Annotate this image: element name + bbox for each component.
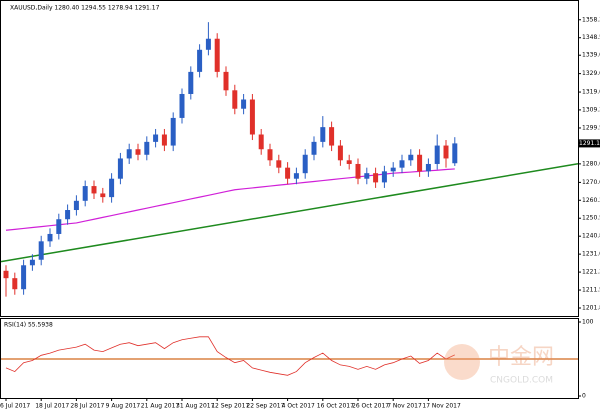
y-tick-label: 1309.35	[582, 106, 600, 113]
candle-body	[452, 143, 458, 164]
candle-body	[82, 186, 88, 201]
y-tick-label: 1348.55	[582, 34, 600, 41]
candle-body	[355, 163, 361, 179]
candle-body	[320, 127, 326, 142]
y-tick-label: 1240.80	[582, 233, 600, 240]
x-tick-label: 28 Jul 2017	[70, 403, 104, 410]
x-tick-label: 31 Aug 2017	[176, 403, 215, 410]
y-tick-label: 1260.30	[582, 197, 600, 204]
candle-body	[434, 145, 440, 164]
candle-body	[205, 38, 211, 50]
rsi-y-tick-label: 100	[582, 319, 594, 326]
x-tick-label: 9 Aug 2017	[106, 403, 141, 410]
x-tick-label: 7 Nov 2017	[387, 403, 422, 410]
candle-body	[223, 71, 229, 91]
candle-body	[364, 173, 370, 179]
y-tick-label: 1319.05	[582, 89, 600, 96]
y-tick-label: 1358.30	[582, 16, 600, 23]
candle-body	[153, 134, 159, 142]
rsi-y-tick-label: 0	[582, 393, 586, 400]
price-label-bg	[578, 139, 600, 148]
candle-body	[3, 270, 9, 279]
candle-body	[29, 259, 35, 266]
candle-body	[109, 178, 115, 198]
chart-title: XAUUSD,Daily 1280.40 1294.55 1278.94 129…	[10, 5, 160, 12]
candle-body	[179, 93, 185, 118]
candle-body	[417, 154, 423, 172]
candle-body	[373, 173, 379, 183]
candle-body	[241, 99, 247, 109]
candle-body	[56, 219, 62, 234]
candle-body	[65, 210, 71, 220]
candle-body	[73, 200, 79, 211]
candle-body	[38, 241, 44, 260]
candle-body	[302, 154, 308, 174]
candle-body	[285, 167, 291, 179]
candle-body	[197, 49, 203, 72]
y-tick-label: 1221.30	[582, 269, 600, 276]
candle-body	[232, 90, 238, 109]
watermark-text: 中金网	[488, 345, 554, 370]
rsi-line	[5, 336, 455, 376]
x-tick-label: 6 Jul 2017	[0, 403, 30, 410]
y-tick-label: 1231.05	[582, 251, 600, 258]
x-tick-label: 22 Sep 2017	[246, 403, 284, 410]
moving-average	[5, 168, 455, 231]
candle-body	[12, 278, 18, 290]
y-tick-label: 1250.55	[582, 215, 600, 222]
trendline	[0, 163, 579, 263]
candle-body	[390, 167, 396, 172]
candle-body	[249, 99, 255, 135]
x-tick-label: 16 Oct 2017	[317, 403, 354, 410]
y-tick-label: 1211.55	[582, 287, 600, 294]
candle-body	[47, 233, 53, 242]
candle-body	[21, 265, 27, 290]
y-tick-label: 1329.05	[582, 70, 600, 77]
candle-body	[425, 163, 431, 172]
candle-body	[258, 134, 264, 150]
x-tick-label: 17 Nov 2017	[422, 403, 461, 410]
price-panel	[0, 0, 579, 317]
y-tick-label: 1280.05	[582, 160, 600, 167]
y-tick-label: 1299.55	[582, 124, 600, 131]
candle-body	[100, 193, 106, 198]
candle-body	[329, 127, 335, 146]
x-tick-label: 26 Oct 2017	[352, 403, 389, 410]
price-label: 1291.17	[579, 140, 600, 147]
candle-body	[170, 117, 176, 146]
candle-body	[408, 154, 414, 161]
candle-body	[276, 160, 282, 168]
candle-body	[293, 173, 299, 179]
candle-body	[267, 149, 273, 161]
candle-body	[188, 71, 194, 94]
candle-body	[346, 160, 352, 164]
candle-body	[91, 186, 97, 194]
watermark-logo	[444, 344, 480, 380]
x-tick-label: 4 Oct 2017	[282, 403, 315, 410]
candle-body	[214, 38, 220, 72]
watermark-subtext: CNGOLD.COM	[490, 376, 553, 386]
x-tick-label: 21 Aug 2017	[141, 403, 180, 410]
rsi-title: RSI(14) 55.5938	[4, 322, 53, 329]
candle-body	[337, 145, 343, 161]
candle-body	[381, 171, 387, 183]
y-tick-label: 1201.80	[582, 305, 600, 312]
candle-body	[117, 158, 123, 179]
candle-body	[135, 149, 141, 155]
candle-body	[399, 160, 405, 168]
x-tick-label: 12 Sep 2017	[211, 403, 249, 410]
y-tick-label: 1339.05	[582, 52, 600, 59]
y-tick-label: 1270.00	[582, 179, 600, 186]
candle-body	[144, 141, 150, 155]
candle-body	[443, 145, 449, 159]
candle-body	[311, 141, 317, 155]
watermark: 中金网 CNGOLD.COM	[444, 344, 554, 386]
candle-body	[161, 134, 167, 146]
x-tick-label: 18 Jul 2017	[35, 403, 69, 410]
candle-body	[126, 149, 132, 159]
